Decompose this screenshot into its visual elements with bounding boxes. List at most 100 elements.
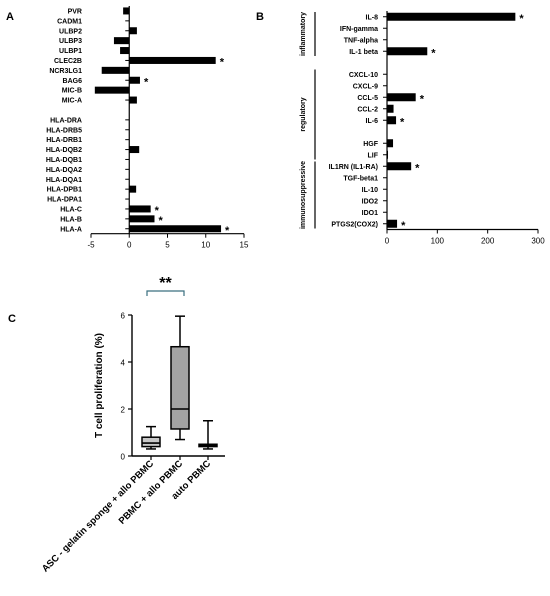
category-label-il-1-beta: IL-1 beta (349, 49, 378, 56)
category-label-clec2b: CLEC2B (54, 58, 82, 65)
category-label-hla-drb5: HLA-DRB5 (46, 127, 82, 134)
box-asc-gelatin-sponge-allo-pbmc (141, 436, 161, 448)
significance-star-hla-b: * (158, 215, 163, 227)
category-label-hla-dpa1: HLA-DPA1 (47, 197, 82, 204)
bar-ulbp1 (120, 47, 130, 55)
category-label-ccl-2: CCL-2 (357, 106, 378, 113)
x-tick-label: 0 (127, 241, 132, 250)
bar-hla-c (129, 205, 151, 213)
x-tick-label: 200 (481, 237, 495, 246)
significance-stars: ** (159, 275, 172, 292)
category-label-hla-a: HLA-A (60, 226, 82, 233)
category-label-tgf-beta1: TGF-beta1 (343, 175, 378, 182)
significance-star-il-8: * (519, 13, 524, 25)
significance-star-bag6: * (144, 76, 149, 88)
bar-hla-b (129, 215, 155, 223)
category-label-hla-dqa1: HLA-DQA1 (46, 177, 82, 184)
category-label-il1rn-il1-ra: IL1RN (IL1-RA) (329, 164, 378, 171)
bar-il1rn-il1-ra (387, 162, 412, 171)
bar-ccl-2 (387, 104, 394, 113)
panel-label-a: A (6, 11, 14, 23)
group-label-immunosuppressive: immunosuppressive (300, 161, 307, 229)
category-label-tnf-alpha: TNF-alpha (344, 37, 378, 44)
significance-star-il1rn-il1-ra: * (415, 162, 420, 174)
bar-mic-b (94, 86, 130, 94)
category-label-mic-a: MIC-A (62, 98, 82, 105)
bar-ccl-5 (387, 93, 416, 102)
bar-ulbp3 (113, 37, 130, 45)
bar-il-8 (387, 12, 516, 21)
category-label-hla-dqa2: HLA-DQA2 (46, 167, 82, 174)
x-tick-label: 10 (201, 241, 210, 250)
bar-lif (387, 150, 389, 159)
significance-star-hla-c: * (155, 205, 160, 217)
category-label-pvr: PVR (68, 8, 82, 15)
category-label-hla-b: HLA-B (60, 216, 82, 223)
x-tick-label: 5 (165, 241, 170, 250)
x-tick-label: -5 (87, 241, 95, 250)
x-tick-label: 100 (431, 237, 445, 246)
x-tick-label: 300 (531, 237, 545, 246)
significance-star-clec2b: * (220, 56, 225, 68)
bar-hla-dpb1 (129, 185, 137, 193)
bar-ulbp2 (129, 27, 137, 35)
group-label-regulatory: regulatory (300, 97, 307, 131)
bar-mic-a (129, 96, 137, 104)
category-label-ptgs2-cox2: PTGS2(COX2) (331, 221, 378, 228)
y-axis-title: T cell proliferation (%) (94, 333, 105, 438)
significance-star-il-6: * (400, 116, 405, 128)
category-label-ifn-gamma: IFN-gamma (340, 26, 378, 33)
box-pbmc-allo-pbmc (170, 345, 190, 430)
category-label-mic-b: MIC-B (62, 88, 82, 95)
category-label-ncr3lg1: NCR3LG1 (49, 68, 82, 75)
category-label-hla-drb1: HLA-DRB1 (46, 137, 82, 144)
bar-ncr3lg1 (101, 66, 130, 74)
category-label-il-10: IL-10 (362, 187, 378, 194)
bar-bag6 (129, 76, 140, 84)
category-label-cxcl-10: CXCL-10 (349, 72, 378, 79)
bar-hla-a (129, 225, 222, 233)
category-label-il-8: IL-8 (366, 14, 379, 21)
group-label-inflammatory: inflammatory (300, 12, 307, 56)
category-label-ulbp1: ULBP1 (59, 48, 82, 55)
category-label-ido1: IDO1 (362, 210, 378, 217)
chart-b: 0 100 200 300 IL-8 * IFN-gamma TNF-alpha IL-1 be… (300, 11, 545, 246)
significance-bracket (146, 290, 185, 296)
category-label-asc-gelatin-sponge-allo-pbmc: ASC - gelatin sponge + allo PBMC (40, 458, 156, 574)
category-label-cxcl-9: CXCL-9 (353, 83, 378, 90)
significance-star-ptgs2-cox2: * (401, 220, 406, 232)
y-tick-label: 6 (121, 312, 126, 321)
category-label-cadm1: CADM1 (57, 18, 82, 25)
x-tick-label: 15 (240, 241, 249, 250)
category-label-ccl-5: CCL-5 (357, 95, 378, 102)
category-label-ulbp3: ULBP3 (59, 38, 82, 45)
bar-il-1-beta (387, 47, 428, 56)
bar-il-6 (387, 116, 397, 125)
category-label-hla-dpb1: HLA-DPB1 (47, 187, 82, 194)
y-tick-label: 4 (121, 359, 126, 368)
bar-hgf (387, 139, 394, 148)
bar-hla-dqb2 (129, 146, 140, 154)
panel-label-c: C (8, 313, 16, 325)
bar-pvr (123, 7, 130, 15)
category-label-bag6: BAG6 (63, 78, 83, 85)
category-label-hgf: HGF (363, 141, 379, 148)
y-tick-label: 2 (121, 406, 126, 415)
category-label-hla-dqb2: HLA-DQB2 (46, 147, 82, 154)
x-tick-label: 0 (385, 237, 390, 246)
category-label-hla-dra: HLA-DRA (50, 117, 82, 124)
bar-clec2b (129, 56, 216, 64)
chart-c: 0 2 4 6 T cell proliferation (%) ASC - gelati… (40, 275, 225, 575)
significance-star-hla-a: * (225, 225, 230, 237)
category-label-il-6: IL-6 (366, 118, 379, 125)
category-label-lif: LIF (368, 152, 379, 159)
category-label-hla-c: HLA-C (60, 206, 82, 213)
panel-label-b: B (256, 11, 264, 23)
chart-a: -5 0 5 10 15 PVR CADM1 ULBP2 ULBP3 ULBP1 CLEC2B * NC… (46, 6, 249, 250)
significance-star-ccl-5: * (420, 93, 425, 105)
category-label-hla-dqb1: HLA-DQB1 (46, 157, 82, 164)
significance-star-il-1-beta: * (431, 47, 436, 59)
y-tick-label: 0 (121, 453, 126, 462)
category-label-ido2: IDO2 (362, 198, 378, 205)
